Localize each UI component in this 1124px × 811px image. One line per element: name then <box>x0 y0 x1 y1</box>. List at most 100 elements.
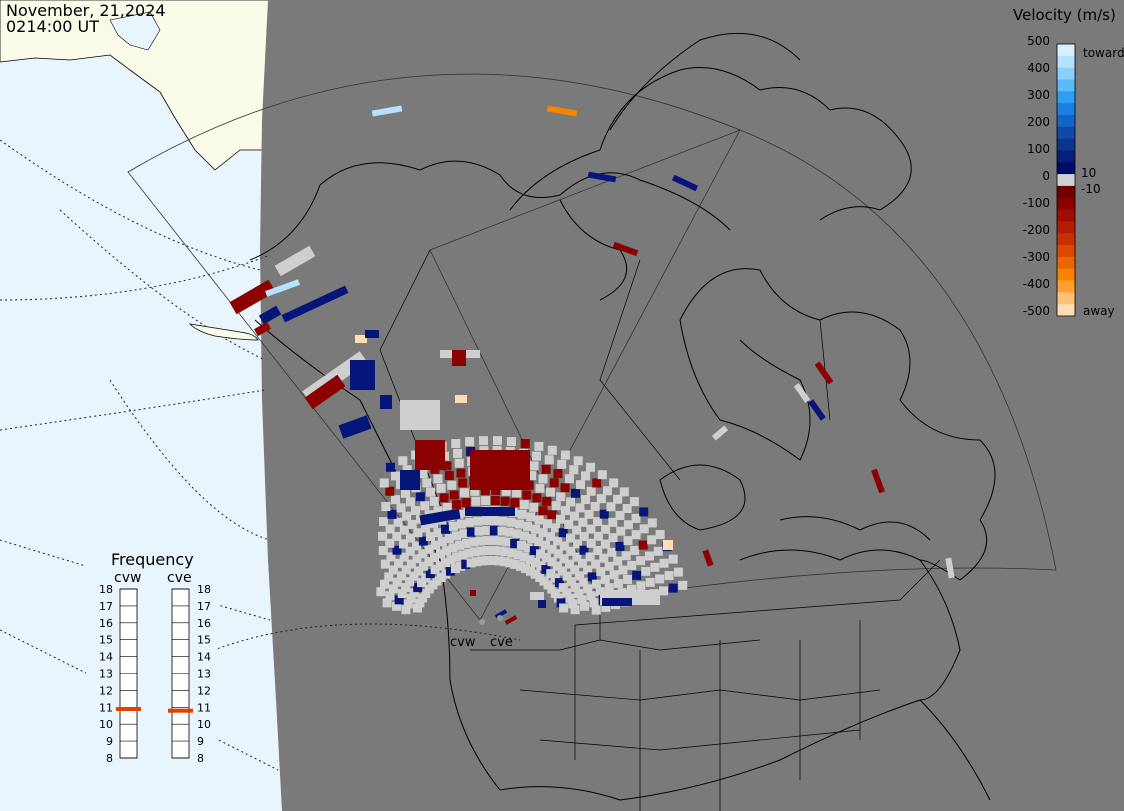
scatter-cell <box>421 573 431 583</box>
frequency-tick-label-right: 8 <box>197 752 204 765</box>
velocity-band <box>1057 304 1075 317</box>
scatter-cell <box>541 464 551 474</box>
scatter-cell <box>529 546 539 556</box>
scatter-cell <box>504 615 518 625</box>
scatter-cell <box>565 559 575 569</box>
scatter-cell <box>413 583 423 593</box>
scatter-cell <box>461 498 471 508</box>
scatter-cell <box>265 279 300 297</box>
scatter-cell <box>407 519 417 529</box>
scatter-cell <box>613 494 623 504</box>
scatter-cell <box>536 549 545 559</box>
scatter-cell <box>378 546 388 556</box>
scatter-cell <box>482 526 492 536</box>
scatter-cell <box>587 171 617 183</box>
scatter-cell <box>405 533 415 543</box>
scatter-cell <box>569 511 579 521</box>
scatter-cell <box>534 537 544 547</box>
scatter-cell <box>565 593 575 603</box>
frequency-tick-label-left: 9 <box>106 735 113 748</box>
velocity-band <box>1057 185 1075 199</box>
radar-sites: cvw cve <box>450 615 513 650</box>
scatter-cell <box>526 566 535 576</box>
scatter-cell <box>659 558 669 568</box>
scatter-cell <box>604 583 614 593</box>
scatter-cell <box>560 483 570 493</box>
velocity-band <box>1057 44 1075 57</box>
scatter-cell <box>378 531 388 541</box>
scatter-cell <box>618 565 628 575</box>
frequency-tick-label-right: 13 <box>197 668 211 681</box>
scatter-cell <box>494 556 504 566</box>
scatter-cell <box>516 540 526 550</box>
velocity-tick-label: 10 <box>1081 166 1096 180</box>
scatter-cell <box>559 603 569 613</box>
scatter-cell <box>452 531 462 541</box>
scatter-cell <box>568 599 578 609</box>
scatter-cell <box>405 546 415 556</box>
scatter-cell <box>481 516 491 526</box>
velocity-band <box>1057 150 1075 163</box>
scatter-cell <box>426 487 436 497</box>
scatter-cell <box>541 553 551 563</box>
scatter-cell <box>413 528 423 538</box>
scatter-cell <box>636 556 646 566</box>
scatter-cell <box>505 558 515 568</box>
frequency-marker-cve <box>168 708 193 713</box>
scatter-cell <box>659 586 669 596</box>
scatter-cell <box>387 509 397 519</box>
scatter-cell <box>505 527 515 537</box>
scatter-cell <box>446 555 456 565</box>
scatter-cell <box>458 550 468 560</box>
velocity-band <box>1057 221 1075 234</box>
scatter-cell <box>636 581 646 591</box>
scatter-cell <box>513 550 523 560</box>
frequency-tick-label-left: 10 <box>99 718 113 731</box>
scatter-cell <box>521 564 531 574</box>
scatter-cell <box>455 395 467 403</box>
scatter-cell <box>546 532 555 542</box>
scatter-cell <box>415 598 425 608</box>
scatter-cell <box>399 539 409 549</box>
scatter-cell <box>406 497 415 507</box>
scatter-cell <box>531 558 540 568</box>
frequency-tick-label-left: 18 <box>99 583 113 596</box>
scatter-cell <box>398 456 408 466</box>
scatter-cell <box>429 519 439 529</box>
scatter-cell <box>552 561 562 571</box>
scatter-cell <box>531 451 541 461</box>
frequency-tick-label-right: 16 <box>197 617 211 630</box>
scatter-cell <box>381 502 391 512</box>
time-label: 0214:00 UT <box>6 17 99 36</box>
frequency-tick-label-left: 17 <box>99 600 113 613</box>
scatter-cell <box>564 474 574 484</box>
scatter-cell <box>470 450 530 490</box>
frequency-tick-label-left: 15 <box>99 634 113 647</box>
velocity-tick-label: -400 <box>1023 277 1050 291</box>
scatter-cell <box>386 552 396 562</box>
scatter-cell <box>566 577 576 587</box>
scatter-cell <box>433 506 443 516</box>
scatter-cell <box>623 574 633 584</box>
scatter-cell <box>448 521 458 531</box>
scatter-cell <box>541 540 550 550</box>
scatter-cell <box>394 558 404 568</box>
scatter-cell <box>557 459 567 469</box>
scatter-cell <box>530 569 540 579</box>
frequency-tick-label-right: 11 <box>197 701 211 714</box>
scatter-cell <box>671 174 699 192</box>
scatter-cell <box>473 516 483 526</box>
scatter-cell <box>645 577 655 587</box>
scatter-cell <box>436 483 446 493</box>
scatter-cell <box>551 501 561 511</box>
scatter-cell <box>630 545 640 555</box>
scatter-cell <box>664 571 674 581</box>
scatter-cell <box>418 593 428 603</box>
date-label: November, 21,2024 <box>6 1 166 20</box>
radar-site-cve <box>497 615 503 621</box>
scatter-cell <box>371 105 403 117</box>
scatter-cell <box>535 483 545 493</box>
scatter-cell <box>515 561 525 571</box>
scatter-cell <box>623 520 633 530</box>
scatter-cell <box>442 502 452 512</box>
